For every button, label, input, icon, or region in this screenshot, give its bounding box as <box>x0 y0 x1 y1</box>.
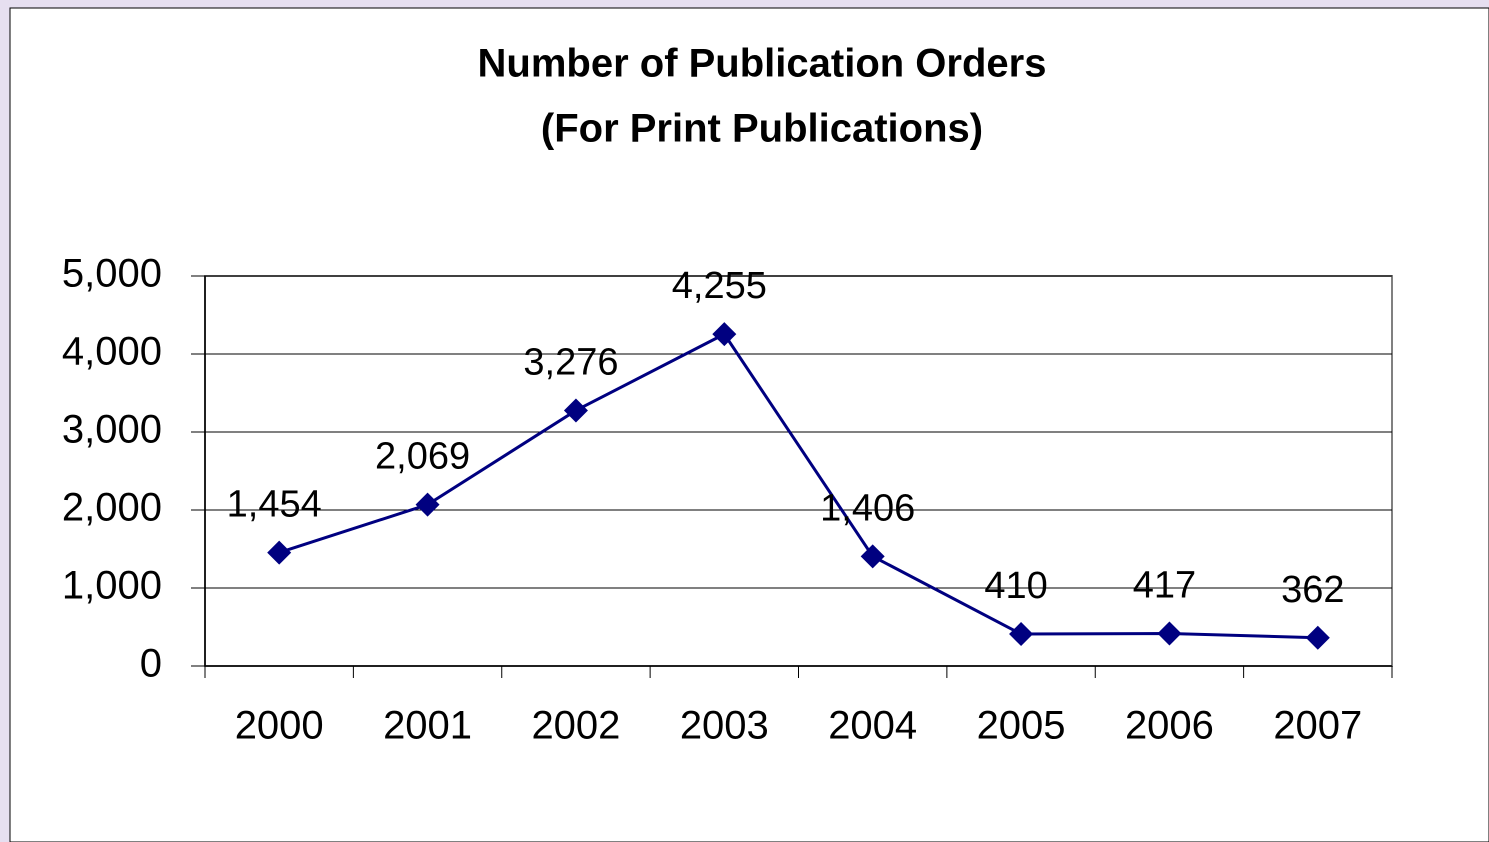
data-marker <box>563 398 588 423</box>
data-label: 362 <box>1281 569 1344 611</box>
plot-area <box>204 275 1393 667</box>
data-label: 3,276 <box>523 342 618 384</box>
x-tick-label: 2003 <box>680 704 769 748</box>
data-label: 417 <box>1133 565 1196 607</box>
data-label: 2,069 <box>375 436 470 478</box>
data-marker <box>1305 625 1330 650</box>
data-marker <box>267 540 292 565</box>
y-tick-label: 1,000 <box>62 564 162 608</box>
data-line <box>278 332 1318 640</box>
data-label: 1,406 <box>820 487 915 529</box>
data-marker <box>860 544 885 569</box>
y-tick-label: 3,000 <box>62 408 162 452</box>
chart-title: Number of Publication Orders <box>478 42 1047 86</box>
chart-subtitle: (For Print Publications) <box>541 107 983 151</box>
y-tick-label: 2,000 <box>62 486 162 530</box>
x-tick-label: 2007 <box>1273 704 1362 748</box>
data-marker <box>415 492 440 517</box>
x-tick-label: 2006 <box>1125 704 1214 748</box>
x-tick-label: 2000 <box>235 704 324 748</box>
x-tick-label: 2001 <box>383 704 472 748</box>
data-marker <box>712 322 737 347</box>
y-tick-label: 4,000 <box>62 330 162 374</box>
data-marker <box>1157 621 1182 646</box>
data-label: 1,454 <box>227 484 322 526</box>
data-label: 4,255 <box>672 265 767 307</box>
x-tick-label: 2005 <box>977 704 1066 748</box>
x-tick-label: 2004 <box>828 704 917 748</box>
y-tick-label: 5,000 <box>62 252 162 296</box>
x-tick-label: 2002 <box>531 704 620 748</box>
data-marker <box>1009 622 1034 647</box>
y-tick-label: 0 <box>140 642 162 686</box>
data-label: 410 <box>984 565 1047 607</box>
